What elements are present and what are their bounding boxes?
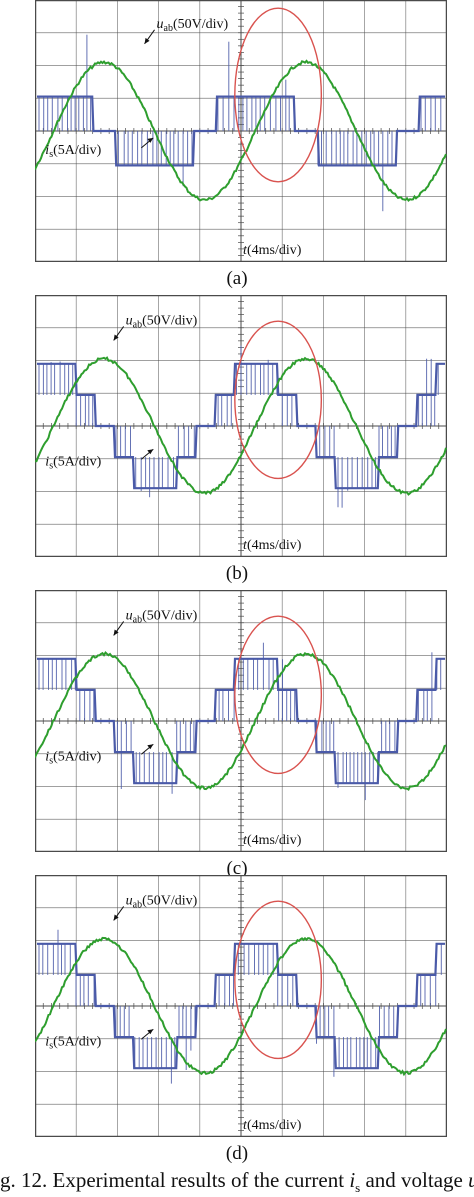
voltage-trace xyxy=(37,642,445,801)
scope-plot-b: uab(50V/div) is(5A/div) t(4ms/div) xyxy=(35,295,447,557)
voltage-trace xyxy=(37,345,445,508)
panel-label-b: (b) xyxy=(225,563,249,584)
voltage-label: uab(50V/div) xyxy=(126,893,198,910)
voltage-arrowhead xyxy=(113,334,119,341)
current-label: is(5A/div) xyxy=(45,1034,101,1051)
current-arrowhead xyxy=(147,137,154,143)
time-label: t(4ms/div) xyxy=(243,538,302,553)
current-wave xyxy=(35,356,447,496)
voltage-envelope xyxy=(37,942,445,1070)
highlight-ellipse xyxy=(234,900,323,1060)
current-trace xyxy=(35,356,447,496)
current-arrowhead xyxy=(147,1029,154,1035)
voltage-arrowhead xyxy=(113,629,119,636)
current-trace xyxy=(35,936,447,1077)
panel-d: uab(50V/div) is(5A/div) t(4ms/div) (d) xyxy=(0,875,474,1167)
caption-var1: i xyxy=(349,1168,356,1192)
current-trace xyxy=(35,59,447,202)
current-arrowhead xyxy=(147,449,154,455)
voltage-trace xyxy=(37,34,445,212)
current-wave xyxy=(35,59,447,202)
time-label: t(4ms/div) xyxy=(243,243,302,258)
scope-plot-d: uab(50V/div) is(5A/div) t(4ms/div) xyxy=(35,875,447,1137)
panel-b: uab(50V/div) is(5A/div) t(4ms/div) (b) xyxy=(0,295,474,587)
highlight-ellipse xyxy=(234,320,323,480)
scope-plot-a: uab(50V/div) is(5A/div) t(4ms/div) xyxy=(35,0,447,262)
voltage-label: uab(50V/div) xyxy=(126,313,198,330)
caption-var1-sub: s xyxy=(355,1180,361,1196)
current-wave xyxy=(35,936,447,1077)
current-arrowhead xyxy=(147,744,154,750)
current-wave xyxy=(35,651,447,791)
voltage-label: uab(50V/div) xyxy=(157,17,229,34)
voltage-envelope xyxy=(37,657,445,785)
voltage-trace xyxy=(37,929,445,1084)
time-label: t(4ms/div) xyxy=(243,1118,302,1133)
highlight-ellipse xyxy=(234,7,323,183)
voltage-label: uab(50V/div) xyxy=(126,608,198,625)
caption-mid: and voltage xyxy=(360,1168,469,1192)
voltage-envelope xyxy=(37,95,445,167)
highlight-ellipse xyxy=(234,615,323,775)
current-label: is(5A/div) xyxy=(45,749,101,766)
panel-label-d: (d) xyxy=(225,1143,249,1164)
voltage-arrowhead xyxy=(113,914,119,921)
voltage-arrowhead xyxy=(144,37,150,44)
panel-label-a: (a) xyxy=(226,268,248,289)
current-label: is(5A/div) xyxy=(45,143,101,160)
panel-label-c: (c) xyxy=(226,858,248,879)
panel-a: uab(50V/div) is(5A/div) t(4ms/div) (a) xyxy=(0,0,474,292)
figure-caption: g. 12. Experimental results of the curre… xyxy=(0,1168,474,1196)
time-label: t(4ms/div) xyxy=(243,833,302,848)
scope-plot-c: uab(50V/div) is(5A/div) t(4ms/div) xyxy=(35,590,447,852)
caption-var2: u xyxy=(468,1168,474,1192)
panel-c: uab(50V/div) is(5A/div) t(4ms/div) (c) xyxy=(0,590,474,882)
current-label: is(5A/div) xyxy=(45,454,101,471)
caption-prefix: g. 12. Experimental results of the curre… xyxy=(0,1168,350,1192)
current-trace xyxy=(35,651,447,791)
